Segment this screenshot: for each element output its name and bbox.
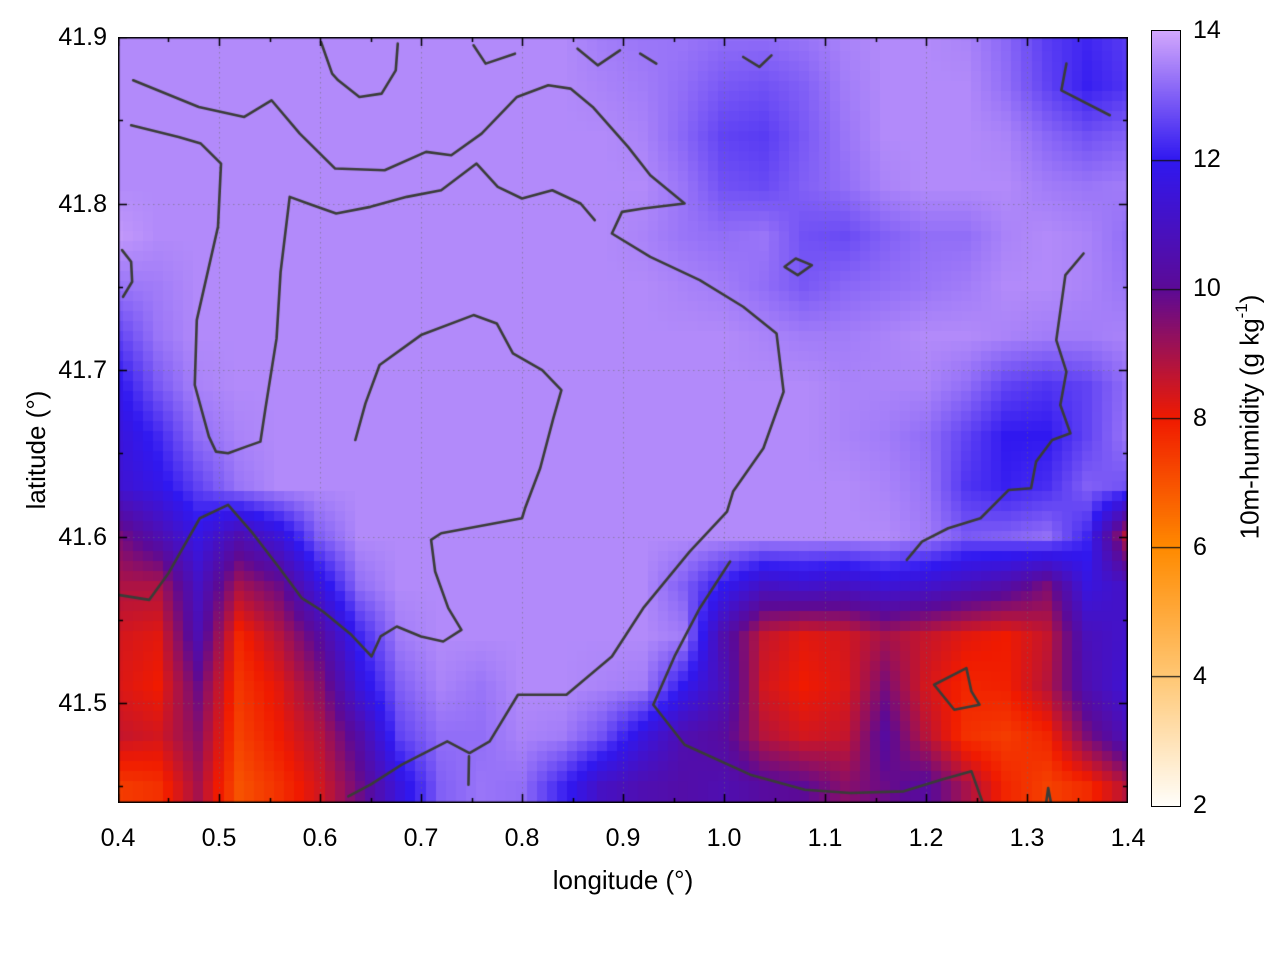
colorbar-tick-label: 2 [1193,791,1207,819]
humidity-heatmap-canvas [118,37,1128,803]
colorbar-title-close: ) [1234,294,1265,304]
y-tick-label: 41.7 [58,356,107,385]
x-tick-label: 0.9 [605,824,641,852]
colorbar-tick-label: 8 [1193,403,1207,432]
y-axis-title: latitude (°) [21,390,51,510]
x-tick-label: 1.3 [1009,824,1045,852]
y-tick-label: 41.9 [58,23,107,51]
x-tick-label: 1.2 [908,824,944,852]
colorbar-tick-label: 4 [1193,661,1207,690]
colorbar-tick-label: 10 [1193,274,1221,303]
x-tick-label: 0.7 [403,824,439,852]
y-tick-label: 41.6 [58,522,107,551]
x-axis-title: longitude (°) [552,865,694,895]
x-tick-label: 1.0 [706,824,742,852]
x-tick-label: 0.5 [201,824,237,852]
x-tick-label: 0.8 [504,824,540,852]
colorbar-title-superscript: -1 [1232,303,1252,319]
x-tick-label: 1.4 [1110,824,1146,852]
y-tick-label: 41.8 [58,189,107,218]
x-tick-label: 0.4 [100,824,136,852]
x-tick-label: 1.1 [807,824,843,852]
colorbar-tick-label: 12 [1193,145,1221,174]
colorbar-tick-label: 6 [1193,532,1207,561]
colorbar-title: 10m-humidity (g kg-1) [1227,167,1264,667]
x-tick-label: 0.6 [302,824,338,852]
colorbar-tick-label: 14 [1193,16,1221,44]
colorbar-gradient-canvas [1151,30,1181,807]
y-tick-label: 41.5 [58,689,107,718]
colorbar-title-text: 10m-humidity (g kg [1234,318,1265,540]
